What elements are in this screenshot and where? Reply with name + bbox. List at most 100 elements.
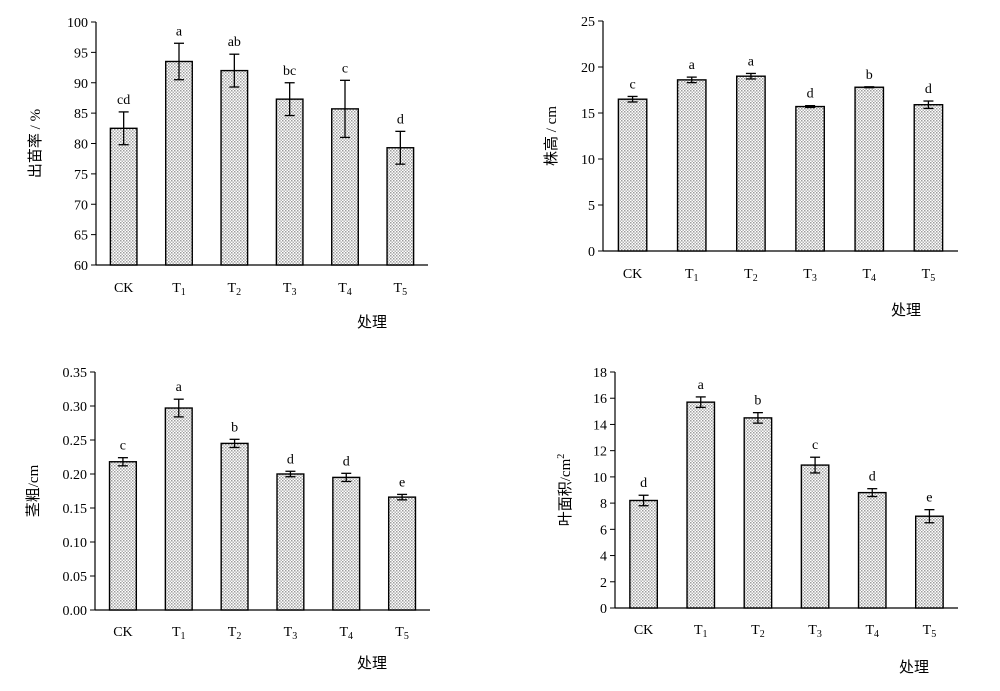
x-tick-label: T5	[395, 625, 409, 642]
significance-label: e	[399, 475, 405, 490]
bar-t3	[276, 473, 305, 611]
y-tick-label: 0.35	[63, 366, 88, 381]
significance-label: d	[807, 87, 814, 102]
y-tick-label: 12	[593, 445, 607, 460]
significance-label: a	[698, 378, 705, 393]
bar-t1	[165, 60, 193, 266]
bar-t1	[164, 407, 193, 611]
significance-label: d	[869, 470, 876, 485]
y-tick-label: 0.15	[63, 502, 88, 517]
panel-emergence-rate: 60 65 70 75 80 85 90 95 100 cd CK a T1 ab T2 bc T3 c T4 d T5…	[27, 16, 428, 331]
y-tick-label: 70	[74, 198, 88, 213]
y-tick-label: 14	[593, 418, 607, 433]
y-tick-label: 8	[600, 497, 607, 512]
bar-t3	[800, 464, 830, 609]
x-tick-label: T1	[685, 267, 699, 284]
x-tick-label: T3	[284, 625, 298, 642]
x-tick-label: T2	[228, 625, 242, 642]
significance-label: cd	[117, 93, 130, 108]
y-tick-label: 100	[67, 16, 88, 31]
y-axis-label: 出苗率 / %	[27, 109, 44, 178]
y-tick-label: 95	[74, 46, 88, 61]
y-tick-label: 0.00	[63, 604, 88, 619]
x-tick-label: T2	[228, 281, 242, 298]
y-tick-label: 6	[600, 523, 607, 538]
x-axis-label: 处理	[357, 314, 387, 331]
significance-label: c	[342, 61, 348, 76]
bar-t2	[220, 69, 249, 266]
y-tick-label: 75	[74, 168, 88, 183]
x-tick-label: T5	[922, 267, 936, 284]
bar-t5	[387, 496, 417, 611]
y-tick-label: 16	[593, 392, 607, 407]
y-tick-label: 5	[588, 199, 595, 214]
y-tick-label: 0.05	[63, 570, 88, 585]
significance-label: d	[397, 112, 404, 127]
x-tick-label: T3	[803, 267, 817, 284]
x-tick-label: CK	[113, 625, 132, 640]
significance-label: a	[176, 380, 183, 395]
y-tick-label: 25	[581, 15, 595, 30]
bar-t4	[854, 86, 885, 252]
bar-ck	[109, 127, 138, 266]
significance-label: d	[287, 452, 294, 467]
significance-label: e	[926, 491, 932, 506]
x-tick-label: T1	[172, 281, 186, 298]
x-tick-label: T3	[808, 623, 822, 640]
significance-label: a	[176, 24, 183, 39]
x-tick-label: CK	[114, 281, 133, 296]
y-axis-label: 株高 / cm	[543, 106, 560, 166]
significance-label: c	[629, 77, 635, 92]
panel-plant-height: 0 5 10 15 20 25 c CK a T1 a T2 d T3 b T4 d T5 株高 / cm 处理	[543, 15, 958, 319]
x-tick-label: T1	[172, 625, 186, 642]
significance-label: b	[754, 394, 761, 409]
x-tick-label: T2	[751, 623, 765, 640]
y-tick-label: 0.10	[63, 536, 88, 551]
significance-label: c	[812, 438, 818, 453]
y-tick-label: 80	[74, 138, 88, 153]
significance-label: d	[343, 454, 350, 469]
x-axis-label: 处理	[899, 659, 929, 676]
bar-t5	[914, 515, 944, 609]
y-tick-label: 85	[74, 107, 88, 122]
y-tick-label: 0	[588, 245, 595, 260]
bar-t3	[795, 105, 825, 252]
y-tick-label: 90	[74, 77, 88, 92]
y-tick-label: 15	[581, 107, 595, 122]
bar-t5	[386, 147, 415, 266]
bar-t4	[857, 491, 887, 609]
x-tick-label: T2	[744, 267, 758, 284]
x-tick-label: T5	[394, 281, 408, 298]
bar-t4	[332, 476, 361, 611]
panel-leaf-area: 0 2 4 6 8 10 12 14 16 18 d CK a T1 b T2 c T3 d T4 e T5 叶面积/cm2…	[556, 366, 958, 676]
x-tick-label: T4	[865, 623, 879, 640]
significance-label: b	[231, 420, 238, 435]
significance-label: b	[866, 68, 873, 83]
bar-t1	[686, 401, 716, 609]
bar-ck	[629, 499, 659, 609]
bar-t1	[676, 79, 707, 252]
bar-ck	[617, 98, 648, 252]
x-axis-label: 处理	[357, 655, 387, 672]
x-tick-label: T4	[339, 625, 353, 642]
y-tick-label: 65	[74, 229, 88, 244]
y-tick-label: 2	[600, 576, 607, 591]
bar-t3	[275, 98, 304, 266]
y-tick-label: 0.20	[63, 468, 88, 483]
y-tick-label: 4	[600, 550, 607, 565]
significance-label: bc	[283, 64, 296, 79]
significance-label: d	[640, 476, 647, 491]
y-tick-label: 0	[600, 602, 607, 617]
y-tick-label: 10	[581, 153, 595, 168]
x-axis-label: 处理	[891, 302, 921, 319]
bar-ck	[108, 461, 138, 611]
x-tick-label: T4	[338, 281, 352, 298]
significance-label: a	[748, 54, 755, 69]
y-axis-label: 茎粗/cm	[25, 464, 42, 517]
y-tick-label: 10	[593, 471, 607, 486]
y-tick-label: 0.30	[63, 400, 88, 415]
x-tick-label: T3	[283, 281, 297, 298]
x-tick-label: T5	[923, 623, 937, 640]
significance-label: c	[120, 439, 126, 454]
